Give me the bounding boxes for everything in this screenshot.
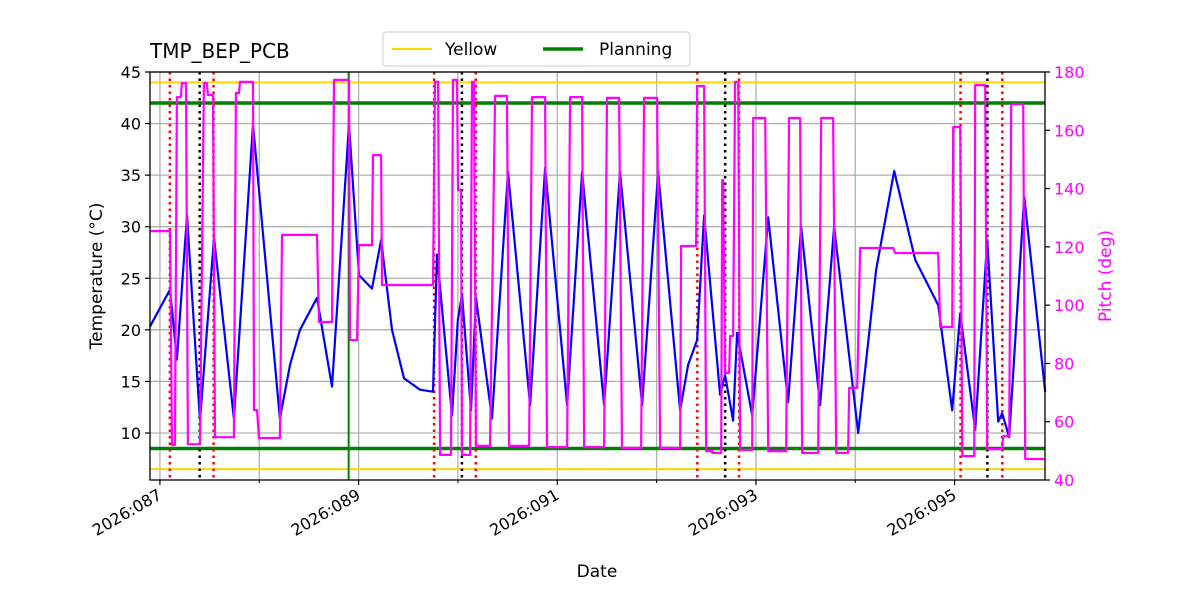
chart-title: TMP_BEP_PCB [149, 39, 290, 63]
y-tick-label: 15 [121, 372, 141, 391]
y-right-tick-label: 100 [1054, 296, 1085, 315]
y-right-tick-label: 80 [1054, 354, 1074, 373]
y-tick-label: 30 [121, 218, 141, 237]
y-tick-label: 25 [121, 269, 141, 288]
x-tick-label: 2026:093 [685, 485, 761, 540]
x-tick-label: 2026:091 [486, 485, 562, 540]
legend-box [382, 31, 691, 67]
y-right-tick-label: 160 [1054, 121, 1085, 140]
y-right-tick-label: 40 [1054, 471, 1074, 490]
temperature-series-line [148, 123, 1047, 439]
legend: Yellow Planning [382, 31, 691, 67]
y-axis-right-label: Pitch (deg) [1096, 230, 1116, 322]
legend-yellow-label: Yellow [444, 40, 497, 60]
x-tick-label: 2026:089 [288, 485, 364, 540]
y-right-tick-label: 120 [1054, 238, 1085, 257]
y-right-tick-label: 180 [1054, 63, 1085, 82]
y-tick-label: 10 [121, 424, 141, 443]
y-right-tick-label: 140 [1054, 180, 1085, 199]
y-axis-label: Temperature (°C) [87, 203, 107, 351]
x-tick-label: 2026:095 [884, 485, 960, 540]
y-tick-label: 35 [121, 166, 141, 185]
grid [150, 71, 1045, 480]
pitch-series-line [149, 78, 1046, 461]
y-tick-label: 20 [121, 321, 141, 340]
x-tick-label: 2026:087 [89, 485, 165, 540]
legend-planning-label: Planning [599, 40, 672, 60]
x-axis-label: Date [577, 562, 618, 582]
y-tick-label: 45 [121, 63, 141, 82]
y-tick-label: 40 [121, 115, 141, 134]
limit-lines [150, 81, 1045, 471]
series [148, 78, 1047, 461]
y-right-tick-label: 60 [1054, 413, 1074, 432]
event-lines [168, 72, 1004, 480]
plot-frame [149, 71, 1046, 481]
